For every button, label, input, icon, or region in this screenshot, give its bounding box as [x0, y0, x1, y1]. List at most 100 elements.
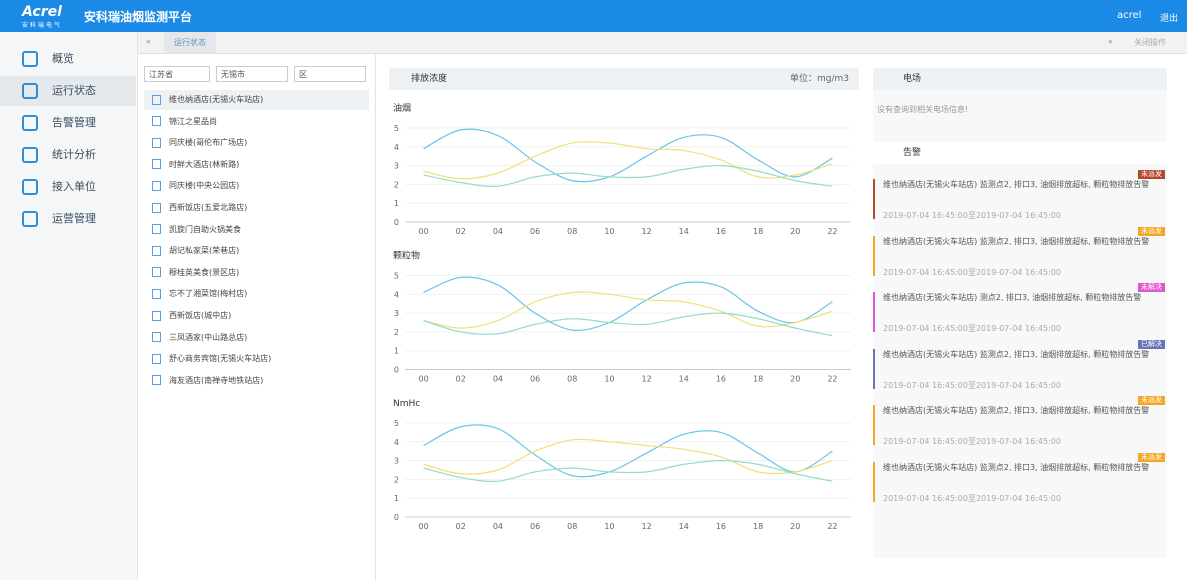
store-item[interactable]: 忘不了湘菜馆(梅村店) — [144, 284, 369, 304]
alarm-accent — [873, 405, 875, 445]
alarm-accent — [873, 235, 875, 276]
menu-label: 概览 — [52, 52, 74, 65]
store-item[interactable]: 海友酒店(南禅寺地铁站店) — [144, 371, 369, 391]
line-series — [423, 424, 833, 478]
line-series — [423, 128, 833, 183]
y-tick-label: 2 — [394, 475, 399, 484]
store-panel: 江苏省 无锡市区维也纳酒店(无锡火车站店) 锦江之星品尚 同庆楼(哥伦布广场店) 时鲜大… — [138, 54, 376, 580]
x-tick-label: 02 — [456, 522, 466, 531]
y-tick-label: 2 — [394, 328, 399, 337]
y-tick-label: 3 — [394, 457, 399, 466]
alarm-accent — [873, 348, 875, 389]
menu-item[interactable]: 统计分析 — [0, 140, 136, 170]
app-title: 安科瑞油烟监测平台 — [84, 10, 193, 24]
alarm-header: 告警 — [873, 142, 1167, 164]
user[interactable]: acrel — [1117, 10, 1142, 21]
x-tick-label: 00 — [418, 227, 428, 236]
alarm-accent — [873, 461, 875, 502]
store-item[interactable]: 穆桂英美食(景区店) — [144, 263, 369, 283]
x-tick-label: 06 — [530, 522, 540, 531]
alarm-time: 2019-07-04 16:45:00至2019-07-04 16:45:00 — [883, 493, 1061, 503]
alarm-title: 告警 — [903, 148, 922, 158]
filter-select[interactable]: 江苏省 — [144, 66, 210, 82]
y-tick-label: 1 — [394, 199, 399, 208]
x-tick-label: 06 — [530, 227, 540, 236]
tab-next[interactable]: » — [1108, 37, 1113, 46]
unit: 单位：mg/m3 — [789, 74, 849, 84]
menu-icon — [22, 179, 38, 195]
line-series — [423, 438, 833, 475]
store-item[interactable]: 舒心商务宾馆(无锡火车站店) — [144, 349, 369, 369]
store-item[interactable]: 维也纳酒店(无锡火车站店) — [144, 90, 369, 110]
alarm-badge: 未解决 — [1138, 283, 1165, 292]
y-tick-label: 4 — [394, 143, 399, 152]
store-item[interactable]: 同庆楼(哥伦布广场店) — [144, 133, 369, 153]
menu-item[interactable]: 接入单位 — [0, 172, 136, 202]
menu-item[interactable]: 运营管理 — [0, 204, 136, 234]
x-tick-label: 18 — [753, 227, 763, 236]
alarm-text[interactable]: 维也纳酒店(无锡火车站店) 监测点2, 排口3, 油烟排放超标, 颗粒物排放告警 — [883, 236, 1150, 246]
store-item[interactable]: 西新饭店(城中店) — [144, 306, 369, 326]
alarm-text[interactable]: 维也纳酒店(无锡火车站店) 监测点2, 排口3, 油烟排放超标, 颗粒物排放告警 — [883, 462, 1150, 472]
x-tick-label: 18 — [753, 522, 763, 531]
x-tick-label: 12 — [641, 375, 651, 384]
tab-prev[interactable]: « — [146, 37, 151, 46]
alarm-text[interactable]: 维也纳酒店(无锡火车站店) 监测点2, 排口3, 油烟排放超标, 颗粒物排放告警 — [883, 180, 1150, 189]
alarm-badge: 未派发 — [1138, 170, 1165, 179]
x-tick-label: 10 — [604, 227, 614, 236]
field-header: 电场 — [873, 68, 1167, 90]
chart-title: 颗粒物 — [393, 250, 420, 262]
close-ops[interactable]: 关闭操作 — [1134, 38, 1166, 47]
x-tick-label: 16 — [716, 375, 726, 384]
x-tick-label: 04 — [493, 227, 503, 236]
x-tick-label: 14 — [679, 375, 689, 384]
menu-label: 告警管理 — [52, 116, 96, 129]
logo-sub: 安科瑞电气 — [22, 22, 63, 29]
line-series — [423, 141, 833, 180]
alarm-badge: 未派发 — [1138, 396, 1165, 405]
menu-label: 统计分析 — [52, 148, 96, 161]
menu-label: 接入单位 — [52, 180, 96, 193]
line-series — [423, 164, 833, 188]
store-item[interactable]: 胡记私家菜(荣巷店) — [144, 241, 369, 261]
y-tick-label: 3 — [394, 309, 399, 318]
alarm-text[interactable]: 维也纳酒店(无锡火车站店) 测点2, 排口3, 油烟排放超标, 颗粒物排放告警 — [883, 293, 1142, 302]
right-panel: 电场 没有查询到相关电场信息! 告警 未派发 维也纳酒店(无锡火车站店) 监测点2… — [873, 68, 1167, 558]
store-item[interactable]: 凯旋门自助火锅美食 — [144, 220, 369, 240]
logout[interactable]: 退出 — [1160, 14, 1179, 24]
filter-select[interactable]: 无锡市 — [216, 66, 288, 82]
alarm-badge: 未派发 — [1138, 226, 1165, 236]
line-series — [423, 276, 833, 331]
alarm-text[interactable]: 维也纳酒店(无锡火车站店) 监测点2, 排口3, 油烟排放超标, 颗粒物排放告警 — [883, 406, 1150, 415]
y-tick-label: 0 — [394, 218, 399, 227]
x-tick-label: 10 — [604, 522, 614, 531]
x-tick-label: 00 — [418, 522, 428, 531]
y-tick-label: 1 — [394, 494, 399, 503]
store-item[interactable]: 时鲜大酒店(林新路) — [144, 155, 369, 175]
line-series — [423, 291, 833, 329]
menu-item[interactable]: 概览 — [0, 44, 136, 74]
tab[interactable]: 运行状态 — [164, 32, 216, 53]
menu-label: 运行状态 — [52, 84, 96, 97]
y-tick-label: 0 — [394, 366, 399, 375]
x-tick-label: 18 — [753, 375, 763, 384]
alarm-text[interactable]: 维也纳酒店(无锡火车站店) 监测点2, 排口3, 油烟排放超标, 颗粒物排放告警 — [883, 349, 1150, 359]
menu-icon — [22, 211, 38, 227]
y-tick-label: 3 — [394, 162, 399, 171]
emission-panel: 排放浓度 单位：mg/m3 油烟 0 1 2 3 4 5 00 02 04 06 08 10 12 14 16… — [389, 60, 859, 560]
field-empty: 没有查询到相关电场信息! — [877, 105, 969, 114]
chart-title: NmHc — [393, 399, 420, 409]
sidebar: 概览运行状态告警管理统计分析接入单位运营管理 — [0, 32, 138, 580]
store-item[interactable]: 锦江之星品尚 — [144, 112, 369, 132]
menu-item[interactable]: 运行状态 — [0, 76, 136, 106]
y-tick-label: 0 — [394, 513, 399, 522]
y-tick-label: 5 — [394, 272, 399, 281]
store-item[interactable]: 同庆楼(中央公园店) — [144, 176, 369, 196]
store-item[interactable]: 三凤酒家(中山路总店) — [144, 328, 369, 348]
x-tick-label: 20 — [790, 375, 800, 384]
x-tick-label: 02 — [456, 375, 466, 384]
menu-item[interactable]: 告警管理 — [0, 108, 136, 138]
filter-select[interactable]: 区 — [294, 66, 366, 82]
y-tick-label: 2 — [394, 180, 399, 189]
store-item[interactable]: 西新饭店(五爱北路店) — [144, 198, 369, 218]
